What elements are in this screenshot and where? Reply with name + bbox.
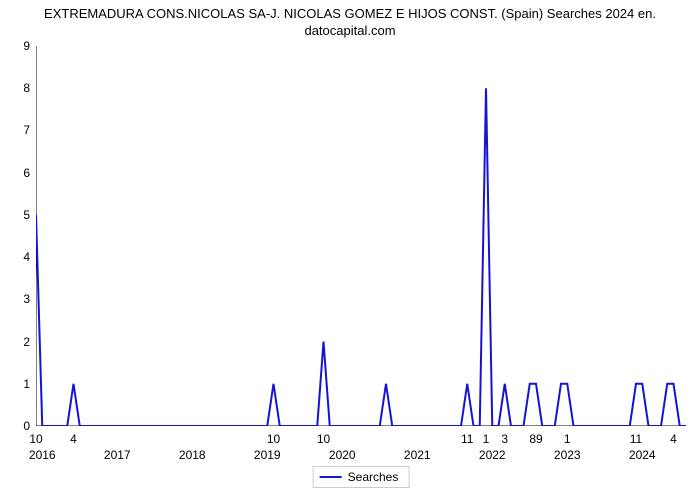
- data-point-label: 11: [461, 432, 473, 446]
- data-point-label: 1: [483, 432, 490, 446]
- data-point-label: 10: [29, 432, 42, 446]
- data-point-label: 89: [529, 432, 542, 446]
- data-point-label: 10: [317, 432, 330, 446]
- y-tick-label: 2: [23, 335, 30, 349]
- x-year-label: 2023: [554, 448, 581, 462]
- chart-title: EXTREMADURA CONS.NICOLAS SA-J. NICOLAS G…: [0, 0, 700, 40]
- y-tick-label: 1: [23, 377, 30, 391]
- data-point-label: 4: [70, 432, 77, 446]
- data-point-label: 3: [501, 432, 508, 446]
- y-tick-label: 9: [23, 39, 30, 53]
- y-tick-label: 6: [23, 166, 30, 180]
- x-year-label: 2022: [479, 448, 506, 462]
- data-point-label: 10: [267, 432, 280, 446]
- x-year-label: 2016: [29, 448, 56, 462]
- legend-swatch: [320, 476, 342, 478]
- x-year-label: 2017: [104, 448, 131, 462]
- chart-area: 0123456789 20162017201820192020202120222…: [36, 46, 686, 426]
- y-tick-label: 7: [23, 123, 30, 137]
- y-tick-label: 5: [23, 208, 30, 222]
- x-year-label: 2018: [179, 448, 206, 462]
- x-year-label: 2020: [329, 448, 356, 462]
- title-line-2: datocapital.com: [304, 23, 395, 38]
- x-year-label: 2019: [254, 448, 281, 462]
- y-tick-label: 3: [23, 292, 30, 306]
- y-tick-label: 4: [23, 250, 30, 264]
- y-tick-label: 8: [23, 81, 30, 95]
- legend-label: Searches: [348, 470, 399, 484]
- x-year-label: 2024: [629, 448, 656, 462]
- data-point-label: 4: [670, 432, 677, 446]
- legend: Searches: [313, 466, 410, 488]
- line-chart-svg: [36, 46, 686, 426]
- data-point-label: 1: [564, 432, 571, 446]
- data-point-label: 11: [630, 432, 642, 446]
- x-year-label: 2021: [404, 448, 431, 462]
- title-line-1: EXTREMADURA CONS.NICOLAS SA-J. NICOLAS G…: [44, 6, 656, 21]
- y-tick-label: 0: [23, 419, 30, 433]
